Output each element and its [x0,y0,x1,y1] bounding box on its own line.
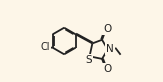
Text: N: N [106,44,114,54]
Text: O: O [103,24,112,34]
Text: Cl: Cl [40,42,50,52]
Text: O: O [103,64,112,74]
Text: S: S [85,55,92,65]
